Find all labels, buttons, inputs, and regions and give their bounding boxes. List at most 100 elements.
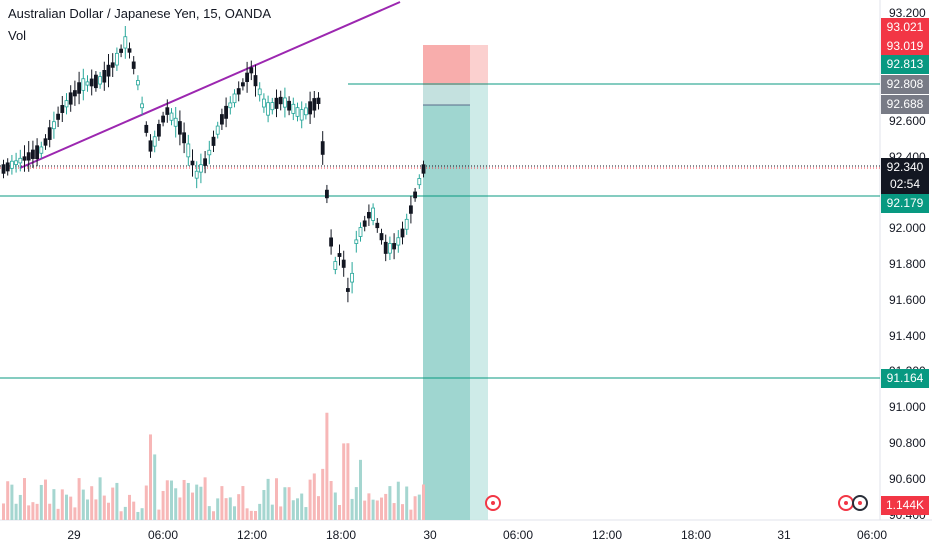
symbol-title[interactable]: Australian Dollar / Japanese Yen, 15, OA…	[8, 6, 272, 21]
volume-bar	[174, 488, 178, 520]
volume-series	[2, 412, 425, 520]
stop-zone	[423, 45, 470, 85]
candle	[56, 113, 60, 120]
volume-bar	[228, 497, 232, 520]
candle	[203, 158, 208, 166]
volume-bar	[354, 487, 358, 520]
volume-bar	[136, 511, 140, 520]
volume-bar	[107, 502, 110, 520]
volume-bar	[191, 492, 194, 520]
candle	[198, 164, 203, 173]
candle	[379, 233, 384, 241]
candlestick-series	[1, 26, 426, 303]
candle	[47, 127, 52, 140]
volume-bar	[245, 508, 249, 520]
target-zone	[423, 105, 470, 520]
volume-bar	[325, 412, 329, 520]
volume-bar	[338, 504, 341, 520]
candle	[249, 67, 254, 74]
volume-bar	[350, 498, 354, 520]
volume-bar	[275, 478, 278, 520]
entry-tag: 92.813	[881, 55, 929, 74]
candle	[110, 62, 115, 68]
candle	[173, 117, 178, 127]
volume-bar	[296, 498, 299, 520]
candle	[387, 243, 392, 254]
candle	[312, 98, 317, 111]
candle	[81, 78, 86, 91]
volume-bar	[283, 487, 287, 520]
volume-bar	[388, 486, 392, 520]
volume-bar	[182, 479, 186, 520]
volume-bar	[52, 489, 56, 520]
candle	[30, 149, 35, 159]
candle	[392, 243, 397, 250]
dividend-marker-icon[interactable]	[852, 495, 868, 511]
volume-bar	[94, 499, 98, 520]
time-tick-label: 30	[423, 528, 437, 542]
volume-bar	[270, 504, 274, 520]
candle	[421, 164, 426, 174]
volume-bar	[6, 481, 10, 520]
candle	[43, 138, 48, 146]
candle	[98, 76, 102, 85]
time-tick-label: 29	[67, 528, 81, 542]
candle	[228, 102, 233, 109]
volume-bar	[417, 494, 421, 520]
candle	[140, 103, 145, 109]
candle	[127, 48, 132, 53]
volume-bar	[119, 511, 123, 520]
trend-line	[19, 1, 401, 169]
volume-bar	[35, 503, 39, 520]
lower-tag: 91.164	[881, 369, 929, 388]
candle	[291, 103, 296, 114]
event-marker-icon[interactable]	[485, 495, 501, 511]
candle	[333, 261, 338, 270]
candle	[299, 109, 304, 121]
volume-bar	[186, 482, 190, 520]
volume-bar	[308, 479, 312, 520]
volume-bar	[44, 479, 47, 520]
volume-bar	[317, 496, 320, 520]
candle	[77, 82, 81, 94]
time-tick-label: 18:00	[680, 528, 712, 542]
target-edge-tag: 92.688	[881, 95, 929, 114]
volume-bar	[333, 492, 337, 520]
candle	[320, 141, 325, 155]
candle	[350, 272, 355, 283]
candle	[94, 74, 98, 89]
volume-bar	[401, 504, 404, 520]
volume-bar	[56, 508, 60, 520]
candle	[169, 112, 174, 121]
candle	[396, 237, 401, 246]
candle	[261, 98, 266, 108]
entry-tag-2: 92.808	[881, 75, 929, 94]
volume-bar	[10, 484, 14, 520]
volume-bar	[249, 510, 253, 520]
volume-bar	[367, 493, 371, 520]
volume-label[interactable]: Vol	[8, 28, 27, 43]
candle	[417, 178, 422, 186]
price-tick-label: 92.000	[889, 221, 926, 235]
volume-bar	[178, 497, 182, 520]
candle	[26, 152, 31, 161]
volume-bar	[65, 494, 68, 520]
volume-bar	[195, 484, 199, 520]
volume-bar	[359, 459, 362, 520]
candle	[68, 92, 73, 105]
candle	[413, 191, 418, 199]
volume-bar	[153, 454, 157, 520]
candle	[144, 124, 149, 133]
volume-bar	[396, 481, 400, 520]
time-tick-label: 12:00	[591, 528, 623, 542]
candle	[119, 48, 123, 53]
volume-bar	[254, 510, 257, 520]
time-tick-label: 31	[777, 528, 791, 542]
volume-bar	[392, 503, 396, 520]
volume-bar	[199, 486, 203, 520]
candle	[253, 75, 258, 87]
volume-bar	[279, 506, 283, 520]
volume-bar	[312, 473, 316, 520]
volume-bar	[291, 500, 295, 520]
